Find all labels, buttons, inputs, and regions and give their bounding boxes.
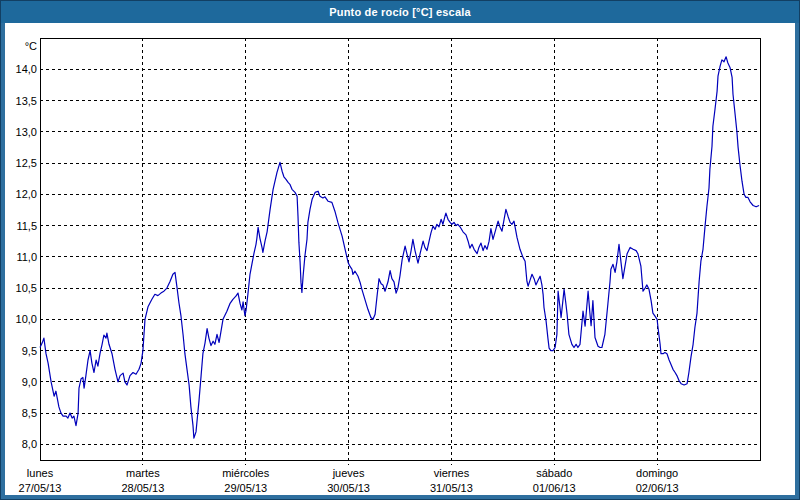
y-axis-tick-label: 14,0 <box>16 63 37 75</box>
x-axis-date-label: 27/05/13 <box>19 482 62 494</box>
y-axis-tick-label: 11,0 <box>16 251 37 263</box>
chart-title: Punto de rocío [°C] escala <box>329 6 471 18</box>
x-axis-day-label: viernes <box>434 467 470 479</box>
x-axis-date-label: 31/05/13 <box>430 482 473 494</box>
x-axis-day-label: domingo <box>636 467 678 479</box>
y-axis-tick-label: 11,5 <box>16 220 37 232</box>
y-axis-tick-label: 8,0 <box>22 438 37 450</box>
x-axis-date-label: 29/05/13 <box>224 482 267 494</box>
x-axis-day-label: miércoles <box>222 467 270 479</box>
y-axis-tick-label: 8,5 <box>22 407 37 419</box>
y-axis-tick-label: 9,5 <box>22 345 37 357</box>
x-axis-date-label: 30/05/13 <box>327 482 370 494</box>
y-axis-tick-label: 10,0 <box>16 313 37 325</box>
x-axis-day-label: jueves <box>332 467 365 479</box>
x-axis-date-label: 01/06/13 <box>533 482 576 494</box>
chart-window: Punto de rocío [°C] escala 8,0 8,5 9,0 9,5 1… <box>0 0 800 500</box>
y-axis-tick-label: 12,0 <box>16 188 37 200</box>
y-axis-tick-label: 10,5 <box>16 282 37 294</box>
y-axis-tick-label: 9,0 <box>22 376 37 388</box>
y-axis-unit-label: °C <box>25 40 37 52</box>
y-axis-tick-label: 12,5 <box>16 157 37 169</box>
x-axis-day-label: lunes <box>27 467 54 479</box>
y-axis-tick-label: 13,0 <box>16 126 37 138</box>
x-axis-date-label: 28/05/13 <box>121 482 164 494</box>
plot-frame <box>40 38 760 460</box>
x-axis-day-label: sábado <box>536 467 572 479</box>
title-bar: Punto de rocío [°C] escala <box>1 1 799 23</box>
dewpoint-line-chart: 8,0 8,5 9,0 9,5 10,0 10,5 11,0 11,5 12,0 12,5 13,0… <box>1 1 799 499</box>
x-axis-day-label: martes <box>126 467 160 479</box>
y-axis-tick-label: 13,5 <box>16 95 37 107</box>
x-axis-date-label: 02/06/13 <box>636 482 679 494</box>
series-line <box>40 57 759 438</box>
